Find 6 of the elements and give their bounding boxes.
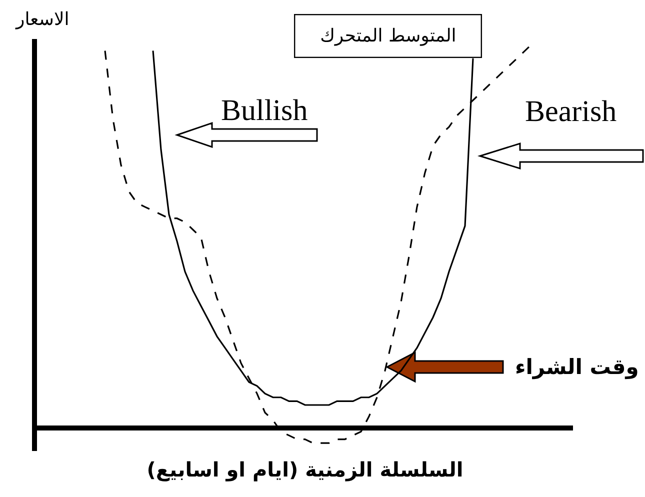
series-label: المتوسط المتحرك (320, 26, 456, 47)
annotation: Bearish (525, 95, 617, 128)
y-axis-title: الاسعار (15, 9, 70, 30)
annotation: وقت الشراء (515, 355, 639, 380)
annotation: Bullish (221, 94, 308, 127)
x-axis-title: السلسلة الزمنية (ايام او اسابيع) (146, 458, 464, 482)
